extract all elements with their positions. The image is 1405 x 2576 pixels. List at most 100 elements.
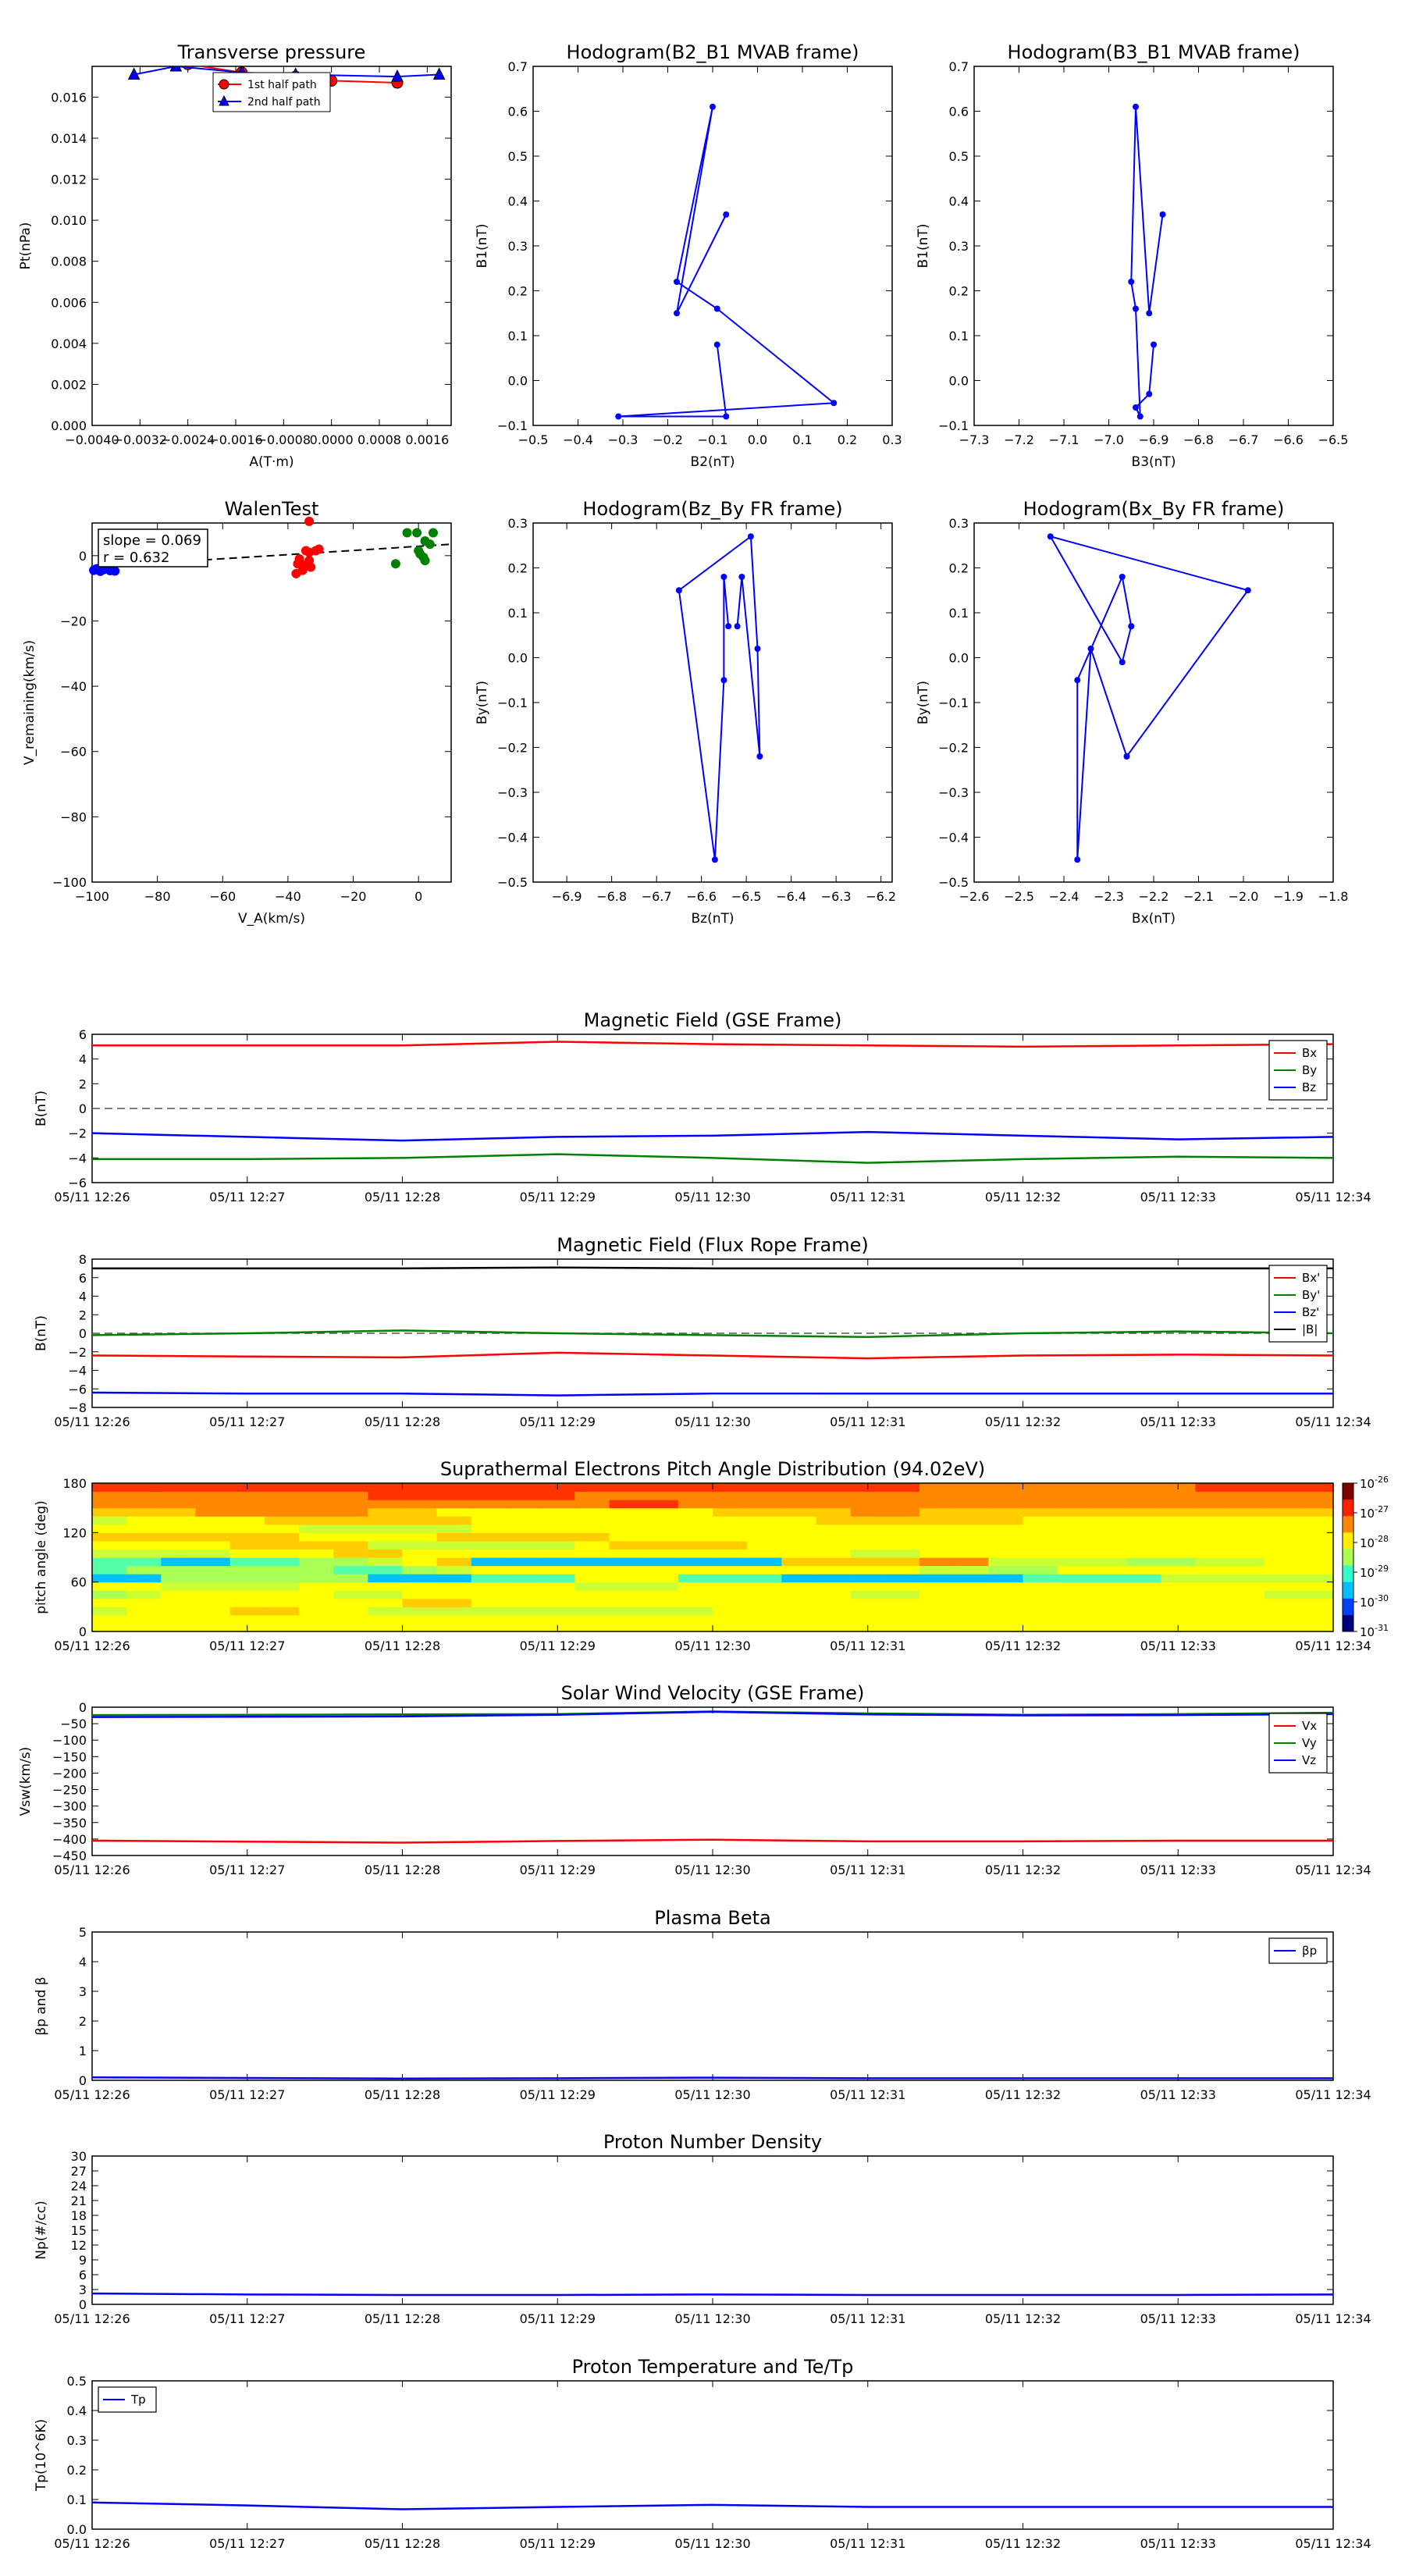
heatmap-cell bbox=[368, 1483, 404, 1493]
data-point bbox=[723, 413, 730, 420]
y-axis-label: B(nT) bbox=[34, 1091, 49, 1126]
plot-frame bbox=[532, 522, 893, 883]
chart-plasma-beta: Plasma Beta 0 1 2 3 4 5 05/11 12:26 05/11 12:27 0… bbox=[34, 1907, 1371, 2102]
heatmap-cell bbox=[643, 1565, 679, 1574]
series-line bbox=[92, 1041, 1334, 1048]
y-tick-label: 0.3 bbox=[67, 2433, 87, 2448]
heatmap-cell bbox=[402, 1532, 438, 1542]
x-tick-label: −0.0008 bbox=[257, 432, 311, 447]
heatmap-cell bbox=[506, 1507, 541, 1517]
heatmap-cell bbox=[299, 1500, 334, 1509]
heatmap-cell bbox=[850, 1500, 886, 1509]
heatmap-cell bbox=[1023, 1549, 1058, 1558]
heatmap-cell bbox=[402, 1623, 438, 1632]
heatmap-cell bbox=[368, 1540, 404, 1550]
heatmap-cell bbox=[471, 1524, 507, 1533]
heatmap-cell bbox=[574, 1524, 610, 1533]
heatmap-cell bbox=[299, 1598, 334, 1607]
chart-magnetic-field-gse: Magnetic Field (GSE Frame) −6 −4 −2 0 2 4 6 05/1… bbox=[34, 1009, 1371, 1204]
heatmap-cell bbox=[540, 1507, 575, 1517]
x-tick-label: 05/11 12:33 bbox=[1140, 2087, 1216, 2102]
y-tick-label: 0.1 bbox=[508, 606, 528, 621]
heatmap-cell bbox=[264, 1516, 300, 1525]
x-axis-label: V_A(km/s) bbox=[238, 911, 305, 927]
series-line bbox=[1130, 106, 1164, 417]
heatmap-cell bbox=[816, 1491, 852, 1500]
heatmap-cell bbox=[264, 1532, 300, 1542]
heatmap-cell bbox=[1161, 1582, 1196, 1591]
data-point bbox=[91, 564, 101, 575]
heatmap-cell bbox=[471, 1557, 507, 1567]
x-tick-label: −2.2 bbox=[1139, 889, 1169, 904]
heatmap-cell bbox=[781, 1590, 817, 1599]
heatmap-cell bbox=[1195, 1491, 1231, 1500]
heatmap-cell bbox=[609, 1549, 645, 1558]
heatmap-cell bbox=[161, 1507, 197, 1517]
heatmap-cell bbox=[988, 1500, 1024, 1509]
heatmap-cell bbox=[609, 1614, 645, 1624]
heatmap-cell bbox=[678, 1623, 713, 1632]
data-point bbox=[711, 856, 718, 863]
series-line bbox=[91, 1329, 1334, 1339]
heatmap-cell bbox=[954, 1500, 989, 1509]
heatmap-cell bbox=[229, 1590, 265, 1599]
heatmap-cell bbox=[299, 1491, 334, 1500]
data-point bbox=[1119, 574, 1126, 580]
heatmap-cell bbox=[747, 1540, 782, 1550]
heatmap-cell bbox=[161, 1540, 197, 1550]
heatmap-cell bbox=[816, 1565, 852, 1574]
y-tick-label: −4 bbox=[68, 1151, 87, 1165]
heatmap-cell bbox=[1264, 1500, 1300, 1509]
heatmap-cell bbox=[919, 1516, 955, 1525]
y-tick-label: 60 bbox=[71, 1575, 87, 1590]
data-point bbox=[1128, 623, 1135, 630]
heatmap-cell bbox=[92, 1574, 127, 1583]
heatmap-cell bbox=[954, 1565, 989, 1574]
heatmap-cell bbox=[368, 1574, 404, 1583]
data-point bbox=[720, 677, 727, 684]
y-axis-label: By(nT) bbox=[916, 681, 931, 724]
data-point bbox=[713, 341, 720, 348]
heatmap-cell bbox=[1161, 1614, 1196, 1624]
y-tick-label: 0.0 bbox=[949, 651, 969, 666]
heatmap-cell bbox=[229, 1507, 265, 1517]
heatmap-cell bbox=[92, 1557, 127, 1567]
heatmap-cell bbox=[436, 1590, 472, 1599]
y-tick-label: 0 bbox=[79, 1326, 87, 1341]
heatmap-cell bbox=[92, 1590, 127, 1599]
heatmap-cell bbox=[1126, 1532, 1161, 1542]
y-tick-label: −300 bbox=[52, 1799, 87, 1814]
heatmap-cell bbox=[1126, 1491, 1161, 1500]
heatmap-cell bbox=[1091, 1532, 1127, 1542]
x-tick-label: −100 bbox=[75, 889, 109, 904]
series-line bbox=[92, 1153, 1334, 1164]
heatmap-cell bbox=[781, 1574, 817, 1583]
heatmap-cell bbox=[643, 1491, 679, 1500]
x-tick-label: −1.9 bbox=[1273, 889, 1304, 904]
heatmap-cell bbox=[1023, 1540, 1058, 1550]
y-tick-label: 0.004 bbox=[51, 336, 87, 351]
heatmap-cell bbox=[816, 1598, 852, 1607]
heatmap-cell bbox=[1091, 1623, 1127, 1632]
y-tick-label: 0.6 bbox=[949, 105, 969, 119]
heatmap-cell bbox=[436, 1565, 472, 1574]
heatmap-cell bbox=[506, 1540, 541, 1550]
heatmap-cell bbox=[816, 1483, 852, 1493]
y-tick-label: 0.1 bbox=[949, 329, 969, 343]
x-tick-label: −20 bbox=[340, 889, 367, 904]
y-tick-label: 0.2 bbox=[949, 284, 969, 299]
heatmap-cell bbox=[1057, 1516, 1093, 1525]
heatmap-cell bbox=[609, 1540, 645, 1550]
x-tick-label: 05/11 12:31 bbox=[830, 2536, 905, 2551]
heatmap-cell bbox=[884, 1590, 920, 1599]
heatmap-cell bbox=[540, 1557, 575, 1567]
heatmap-cell bbox=[540, 1598, 575, 1607]
heatmap-cell bbox=[919, 1598, 955, 1607]
heatmap-cell bbox=[850, 1614, 886, 1624]
heatmap-cell bbox=[919, 1524, 955, 1533]
y-tick-label: 180 bbox=[62, 1476, 87, 1491]
heatmap-cell bbox=[195, 1557, 231, 1567]
heatmap-cell bbox=[368, 1491, 404, 1500]
heatmap-cell bbox=[609, 1532, 645, 1542]
